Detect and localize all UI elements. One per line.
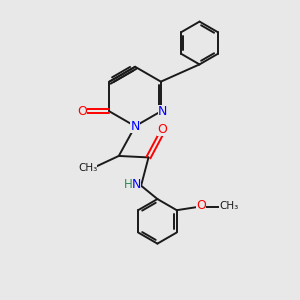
Text: O: O	[77, 105, 87, 118]
Text: N: N	[158, 105, 167, 118]
Text: H: H	[124, 178, 133, 191]
Text: N: N	[132, 178, 141, 191]
Text: CH₃: CH₃	[219, 201, 239, 211]
Text: N: N	[130, 120, 140, 133]
Text: O: O	[157, 123, 167, 136]
Text: CH₃: CH₃	[78, 163, 97, 173]
Text: O: O	[196, 199, 206, 212]
